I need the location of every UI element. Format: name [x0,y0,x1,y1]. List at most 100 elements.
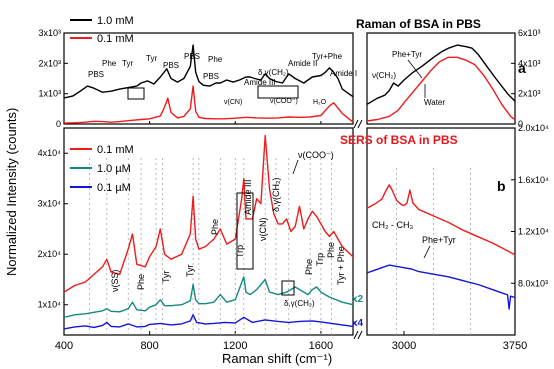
annotation: Tyr [122,59,133,68]
annotation: H₂O [313,99,327,106]
panel-b-letter: b [497,178,506,194]
panel-a-title: Raman of BSA in PBS [356,17,481,31]
annotation: Trp [235,245,245,258]
x-tick-label: 400 [55,340,73,352]
scale-label: x4 [352,318,364,329]
y-tick-label: 2x10⁴ [38,249,62,259]
panel-frame-bR [366,127,516,336]
panel-a-letter: a [518,60,526,76]
axis-break-mark [357,119,363,129]
annotation: ν(SS) [110,269,120,292]
x-tick-label: 3750 [503,340,527,352]
annotation: Phe [304,259,314,275]
series-line-black [63,44,354,99]
annotation: Tyr + Phe [336,246,346,285]
annotation: Tyr+Phe [312,52,343,61]
annotation: Water [424,98,445,107]
axis-break-mark [353,119,359,129]
annotation-pointer [423,245,431,259]
annotation: ν(COO⁻) [298,150,334,160]
scale-label: x2 [352,294,364,305]
y-tick-label: 1.6x10⁴ [518,175,549,185]
legend-label: 0.1 mM [97,33,134,45]
annotation-box [281,280,295,296]
annotation: Phe [208,55,223,64]
x-tick-label: 1200 [223,340,247,352]
axis-break-mark [353,330,359,340]
annotation: ν(CN) [224,99,242,106]
annotation-pointer [407,59,423,79]
y-tick-label: 2x10³ [518,89,541,99]
x-tick-label: 800 [140,340,158,352]
annotation: δ,γ(CH₂) [258,68,289,77]
y-tick-label: 3x10⁴ [38,199,62,209]
annotation: Amide III [244,78,276,87]
legend-label: 0.1 mM [97,144,134,156]
annotation: Phe [136,274,146,290]
series-line-blue [366,264,516,310]
y-axis-label: Normalized Intensity (counts) [4,108,19,276]
y-tick-label: 1x10⁴ [38,300,62,310]
y-tick-label: 6x10³ [518,28,541,38]
series-line-red [366,184,516,256]
annotation-box [236,192,254,270]
annotation: Trp [315,253,325,266]
y-tick-label: 0 [518,119,523,129]
y-tick-label: 4x10⁴ [38,148,62,158]
y-tick-label: 1x10³ [38,89,61,99]
y-tick-label: 2.0x10⁴ [518,123,549,133]
series-line-red [63,85,354,124]
annotation: PBS [203,72,219,81]
annotation-box [257,85,299,99]
annotation: PBS [184,52,200,61]
legend-label: 1.0 mM [97,15,134,27]
legend-label: 1.0 µM [97,163,131,175]
annotation: Amide II [288,59,317,68]
annotation: Tyr [161,270,171,283]
annotation: Tyr [146,54,157,63]
annotation: Amide III [243,179,253,215]
y-tick-label: 3x10³ [38,28,61,38]
annotation-pointer [292,159,299,175]
annotation: Amide I [330,69,357,78]
series-lines [63,44,516,330]
axis-break-mark [357,330,363,340]
series-line-red [366,56,516,122]
legends: 1.0 mM 0.1 mM 0.1 mM 1.0 µM 0.1 µM [70,15,134,194]
annotation: Phe [326,242,336,258]
annotation: δ,γ(CH₂) [271,178,281,213]
annotation: ν(COO⁻) [270,98,298,105]
annotation-box [127,87,145,100]
annotation: CH₂ - CH₃ [372,220,413,230]
annotation: ν(CN) [258,218,268,242]
y-tick-label: 4x10³ [518,58,541,68]
annotation: Phe+Tyr [392,50,422,59]
annotation: δ,γ(CH₂) [284,299,315,308]
y-tick-label: 0 [56,119,61,129]
annotation: Tyr [185,264,195,277]
x-tick-label: 1600 [309,340,333,352]
annotation: Phe+Tyr [422,235,456,245]
panel-frame-bL [63,127,354,336]
y-tick-label: 2x10³ [38,58,61,68]
series-line-teal [63,276,354,318]
annotation: PBS [163,61,179,70]
panel-frame-aR [366,32,516,125]
annotation: Phe [102,59,117,68]
annotation: ν(CH₂) [372,71,396,80]
annotation: PBS [88,70,104,79]
tick-labels: 0 1x10³ 2x10³ 3x10³ 0 2x10³ 4x10³ 6x10³ 1x10⁴ 2x1… [38,28,549,352]
panel-frame-aL [63,32,354,125]
annotation: Phe [210,219,220,235]
series-line-black [366,44,516,105]
x-axis-label: Raman shift (cm⁻¹) [222,351,332,366]
x-tick-label: 3000 [392,340,416,352]
legend-label: 0.1 µM [97,182,131,194]
series-line-blue [63,314,354,330]
y-tick-label: 1.2x10⁴ [518,227,549,237]
panel-b-title: SERS of BSA in PBS [340,133,458,147]
y-tick-label: 8.0x10³ [518,278,548,288]
axes-frame [63,32,516,340]
